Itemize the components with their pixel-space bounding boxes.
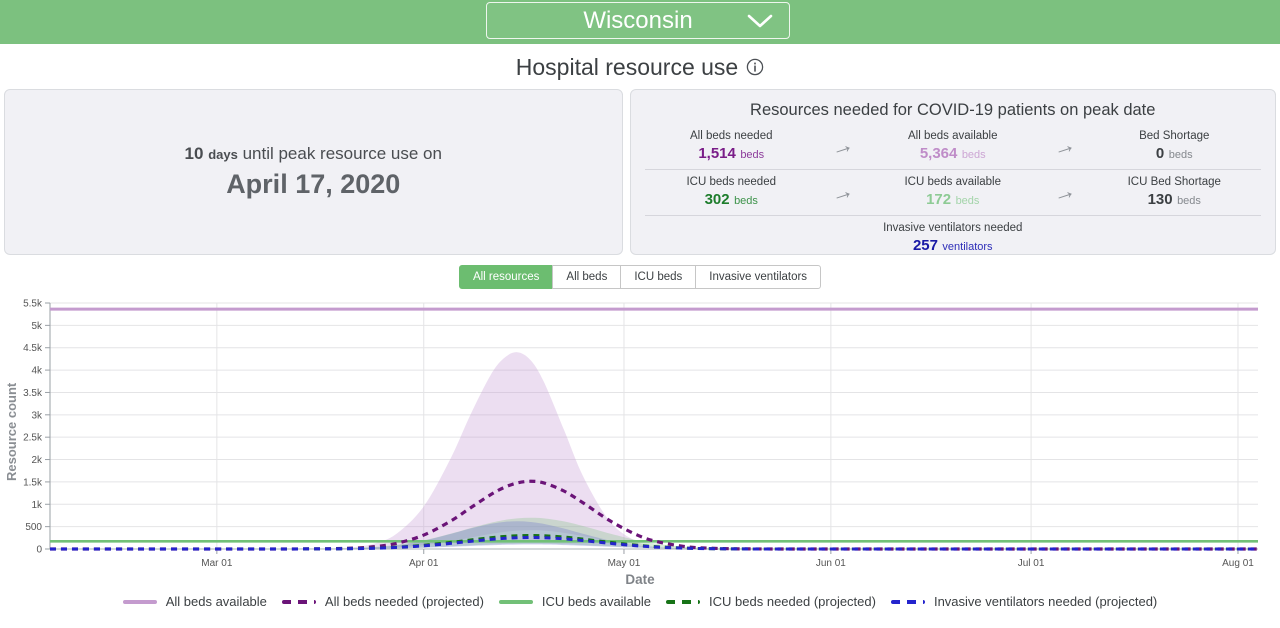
state-selector-button[interactable]: Wisconsin (486, 2, 790, 39)
legend-swatch (499, 600, 533, 604)
all-beds-row: All beds needed 1,514 beds → All beds av… (645, 124, 1262, 170)
uncertainty-band (50, 518, 1258, 549)
x-tick-label: Jul 01 (1018, 558, 1045, 569)
stat-unit: beds (962, 149, 986, 161)
y-tick-label: 4.5k (23, 343, 43, 354)
page-title: Hospital resource use (516, 54, 738, 81)
y-tick-label: 1k (31, 500, 43, 511)
stat-label: All beds available (866, 130, 1040, 142)
y-axis-label: Resource count (4, 383, 19, 481)
legend-label: All beds available (166, 594, 267, 609)
stat-value: 172 (926, 191, 951, 208)
stat-ventilators-needed: Invasive ventilators needed 257 ventilat… (645, 222, 1262, 255)
resources-panel: Resources needed for COVID-19 patients o… (630, 89, 1277, 255)
y-tick-label: 500 (25, 522, 42, 533)
stat-label: ICU beds available (866, 176, 1040, 188)
stat-unit: beds (1169, 149, 1193, 161)
y-tick-label: 5k (31, 321, 43, 332)
days-until-peak-text: until peak resource use on (243, 144, 442, 163)
series-line-all-beds-needed-projected- (50, 481, 1258, 549)
stat-icu-beds-needed: ICU beds needed 302 beds (645, 176, 819, 209)
x-tick-label: Aug 01 (1222, 558, 1254, 569)
chart-section: Resource count 0 500 1k 1.5k 2k 2.5k 3k 3.5k 4k 4… (0, 293, 1280, 609)
stat-value: 0 (1156, 145, 1164, 162)
legend-swatch (282, 600, 316, 604)
days-until-peak-value: 10 (185, 144, 204, 163)
y-tick-label: 2.5k (23, 433, 43, 444)
ventilators-row: Invasive ventilators needed 257 ventilat… (645, 216, 1262, 261)
legend-item-all-beds-needed[interactable]: All beds needed (projected) (282, 594, 484, 609)
stat-value: 130 (1148, 191, 1173, 208)
stat-value: 1,514 (698, 145, 736, 162)
stat-all-beds-available: All beds available 5,364 beds (866, 130, 1040, 163)
legend-item-icu-beds-available[interactable]: ICU beds available (499, 594, 651, 609)
peak-date: April 17, 2020 (226, 169, 400, 200)
state-selector-label: Wisconsin (487, 3, 789, 38)
stat-label: Invasive ventilators needed (645, 222, 1262, 234)
stat-all-beds-needed: All beds needed 1,514 beds (645, 130, 819, 163)
icu-beds-row: ICU beds needed 302 beds → ICU beds avai… (645, 170, 1262, 216)
stat-bed-shortage: Bed Shortage 0 beds (1088, 130, 1262, 163)
legend-item-icu-beds-needed[interactable]: ICU beds needed (projected) (666, 594, 876, 609)
top-bar: Wisconsin (0, 0, 1280, 44)
legend-item-all-beds-available[interactable]: All beds available (123, 594, 267, 609)
stat-label: ICU Bed Shortage (1088, 176, 1262, 188)
resources-panel-heading: Resources needed for COVID-19 patients o… (645, 101, 1262, 120)
arrow-right-icon: → (1037, 172, 1091, 213)
peak-date-panel: 10 days until peak resource use on April… (4, 89, 623, 255)
y-tick-label: 5.5k (23, 299, 43, 310)
chart-canvas[interactable]: 0 500 1k 1.5k 2k 2.5k 3k 3.5k 4k 4.5k 5k 5.5k Mar 01… (0, 293, 1280, 571)
summary-panels: 10 days until peak resource use on April… (4, 89, 1276, 255)
y-tick-label: 1.5k (23, 477, 43, 488)
stat-label: ICU beds needed (645, 176, 819, 188)
tab-invasive-ventilators[interactable]: Invasive ventilators (695, 265, 821, 289)
stat-icu-beds-available: ICU beds available 172 beds (866, 176, 1040, 209)
tab-all-beds[interactable]: All beds (552, 265, 621, 289)
uncertainty-band (50, 352, 1258, 549)
stat-value: 257 (913, 237, 938, 254)
y-tick-label: 2k (31, 455, 43, 466)
y-tick-label: 3k (31, 410, 43, 421)
stat-unit: beds (740, 149, 764, 161)
legend-label: ICU beds available (542, 594, 651, 609)
stat-icu-bed-shortage: ICU Bed Shortage 130 beds (1088, 176, 1262, 209)
x-tick-label: May 01 (608, 558, 641, 569)
stat-unit: beds (734, 195, 758, 207)
x-tick-label: Apr 01 (409, 558, 439, 569)
arrow-right-icon: → (1037, 126, 1091, 167)
legend-label: All beds needed (projected) (325, 594, 484, 609)
legend-label: ICU beds needed (projected) (709, 594, 876, 609)
legend-swatch (123, 600, 157, 604)
x-axis-label: Date (0, 572, 1280, 587)
legend-swatch (666, 600, 700, 604)
chart-legend: All beds available All beds needed (proj… (0, 594, 1280, 609)
y-tick-label: 4k (31, 366, 43, 377)
resource-tabs: All resources All beds ICU beds Invasive… (0, 265, 1280, 289)
stat-value: 5,364 (920, 145, 958, 162)
chevron-down-icon (747, 14, 773, 28)
y-tick-label: 0 (36, 545, 42, 556)
stat-unit: beds (956, 195, 980, 207)
stat-label: All beds needed (645, 130, 819, 142)
arrow-right-icon: → (815, 126, 869, 167)
stat-unit: ventilators (942, 241, 992, 253)
legend-item-ventilators-needed[interactable]: Invasive ventilators needed (projected) (891, 594, 1157, 609)
title-row: Hospital resource use (0, 53, 1280, 81)
legend-swatch (891, 600, 925, 604)
x-tick-label: Mar 01 (201, 558, 233, 569)
legend-label: Invasive ventilators needed (projected) (934, 594, 1157, 609)
days-until-peak-line: 10 days until peak resource use on (185, 144, 442, 164)
stat-unit: beds (1177, 195, 1201, 207)
tab-all-resources[interactable]: All resources (459, 265, 553, 289)
stat-label: Bed Shortage (1088, 130, 1262, 142)
stat-value: 302 (705, 191, 730, 208)
tab-icu-beds[interactable]: ICU beds (620, 265, 696, 289)
days-until-peak-unit: days (208, 147, 238, 162)
y-tick-label: 3.5k (23, 388, 43, 399)
info-icon[interactable] (746, 58, 764, 76)
x-tick-label: Jun 01 (816, 558, 846, 569)
arrow-right-icon: → (815, 172, 869, 213)
